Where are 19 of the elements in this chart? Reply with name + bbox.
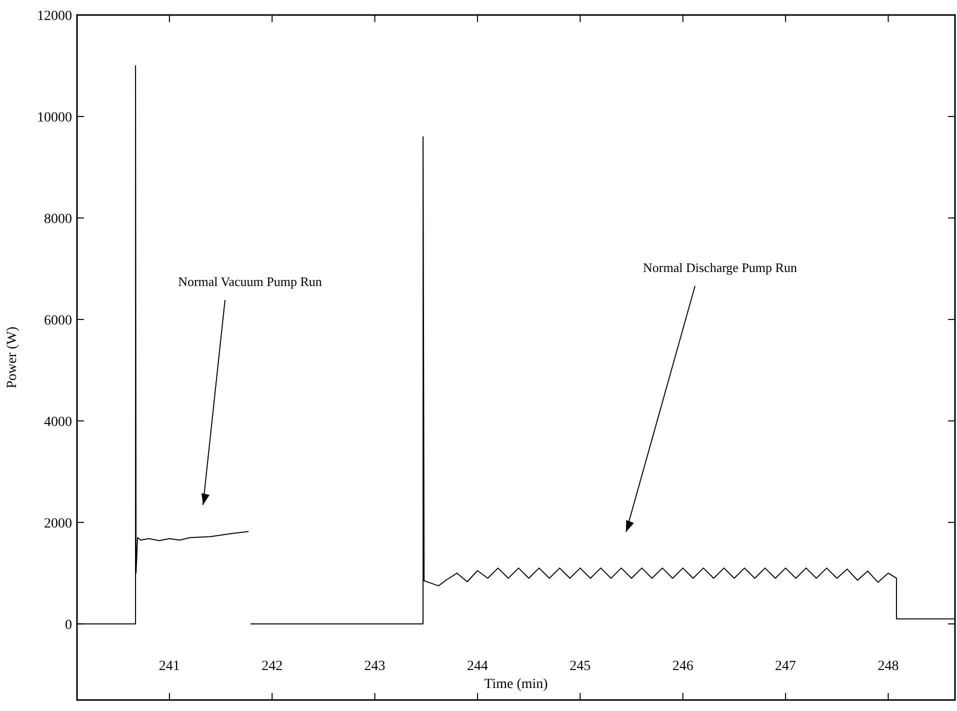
x-tick-label: 242 xyxy=(262,659,283,674)
y-tick-label: 12000 xyxy=(37,8,72,24)
x-tick-label: 247 xyxy=(775,659,796,674)
y-tick-label: 2000 xyxy=(44,516,72,532)
y-tick-label: 6000 xyxy=(44,313,72,328)
x-axis-title: Time (min) xyxy=(484,677,548,692)
annotation: Normal Vacuum Pump Run xyxy=(178,274,322,289)
y-tick-label: 8000 xyxy=(44,212,72,227)
y-axis-title: Power (W) xyxy=(5,326,20,388)
y-tick-label: 0 xyxy=(65,618,72,633)
x-tick-label: 243 xyxy=(364,659,386,674)
y-tick-label: 10000 xyxy=(37,110,72,126)
x-tick-label: 244 xyxy=(466,659,488,674)
x-tick-label: 248 xyxy=(878,659,899,674)
x-tick-label: 241 xyxy=(158,659,180,674)
y-tick-label: 4000 xyxy=(44,414,72,430)
x-tick-label: 246 xyxy=(672,659,694,674)
x-tick-label: 245 xyxy=(570,659,591,674)
annotation: Normal Discharge Pump Run xyxy=(643,260,798,275)
